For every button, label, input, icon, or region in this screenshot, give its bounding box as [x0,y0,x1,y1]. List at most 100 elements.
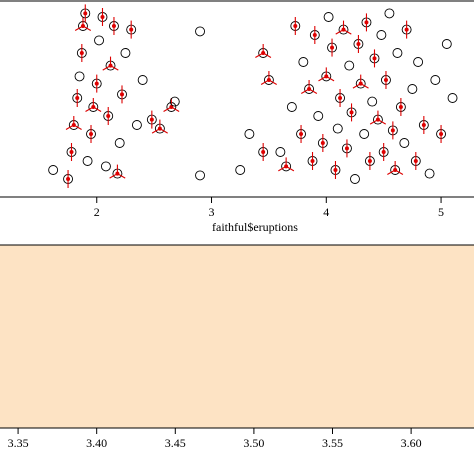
center-dot [75,96,80,100]
center-dot [169,105,174,109]
sunflower-point [66,143,77,161]
sunflower-point [117,85,127,104]
sunflower-point [94,35,104,46]
center-dot [115,171,120,176]
sunflower-point [318,67,335,82]
center-dot [393,168,398,172]
center-dot [79,51,84,55]
point-circle [169,96,180,107]
center-dot [111,24,116,28]
center-dot [375,117,380,122]
center-dot [324,74,329,79]
point-circle [48,165,59,175]
sunflower-point [65,116,82,130]
sunflower-point [309,26,320,44]
sunflower-point [169,96,180,107]
sunflower-point [441,39,452,49]
point-circle [447,93,458,103]
sunflower-point [378,143,389,161]
sunflower-point [436,125,447,143]
sunflower-point [387,161,404,175]
sunflower-point [76,44,87,62]
point-circle [244,129,255,139]
point-circle [120,48,131,58]
sunflower-point [278,157,295,172]
x-tick-label: 3 [209,205,215,219]
sunflower-point [335,20,352,35]
point-circle [298,57,309,67]
sunflower-point [392,48,403,58]
sunflower-point [255,44,272,58]
center-dot [341,27,346,32]
sunflower-point [330,161,341,179]
point-circle [275,147,286,157]
center-dot [66,177,71,181]
center-dot [106,114,111,118]
sunflower-point [350,174,360,184]
sunflower-point [332,123,343,134]
sunflower-point [100,161,111,172]
plot-area [0,244,474,429]
x-tick-label: 2 [94,205,100,219]
sunflower-point [296,125,306,143]
sunflower-point [369,49,380,68]
center-dot [71,123,76,127]
point-circle [376,30,387,40]
sunflower-point [430,75,441,85]
x-tick-label: 3.45 [165,436,186,450]
point-circle [399,138,410,148]
x-tick-label: 3.35 [8,436,29,450]
center-dot [129,27,134,32]
sunflower-point [120,48,131,58]
sunflower-point [335,89,346,107]
sunflower-point [82,156,93,166]
point-circle [82,156,93,166]
center-dot [398,105,403,109]
sunflower-point [301,80,318,94]
center-dot [390,128,395,133]
sunflower-point [74,71,85,82]
point-circle [323,12,334,22]
sunflower-point [395,98,406,116]
point-circle [407,84,418,94]
point-circle [114,138,125,148]
center-dot [120,92,125,97]
center-dot [421,123,426,127]
sunflower-point [109,17,119,35]
x-tick-label: 3.60 [401,436,422,450]
point-circle [94,35,104,46]
point-circle [359,129,370,139]
sunflower-point [376,30,387,40]
center-dot [266,78,271,82]
center-dot [261,150,266,154]
point-circle [384,8,395,19]
sunflower-point [346,103,357,122]
sunflower-point [258,143,269,161]
x-tick-label: 4 [323,205,329,219]
center-dot [439,132,444,136]
sunflower-point [97,8,108,26]
sunflower-point [109,164,126,179]
sunflower-point [424,168,435,179]
center-dot [310,159,315,163]
center-dot [356,42,361,46]
center-dot [307,87,312,91]
point-circle [430,75,441,85]
center-dot [157,126,162,131]
center-dot [94,81,99,86]
center-dot [333,168,338,172]
center-dot [312,33,317,37]
center-dot [372,56,377,61]
sunflower-point [323,12,334,22]
center-dot [80,24,85,28]
sunflower-point [91,74,102,93]
x-tick-label: 3.40 [86,436,107,450]
sunflower-point [260,71,277,85]
center-dot [358,81,363,86]
point-circle [441,39,452,49]
sunflower-point [418,116,429,134]
center-dot [261,51,266,55]
point-circle [100,161,111,172]
sunflower-point [341,139,352,158]
sunflower-point [313,111,324,121]
